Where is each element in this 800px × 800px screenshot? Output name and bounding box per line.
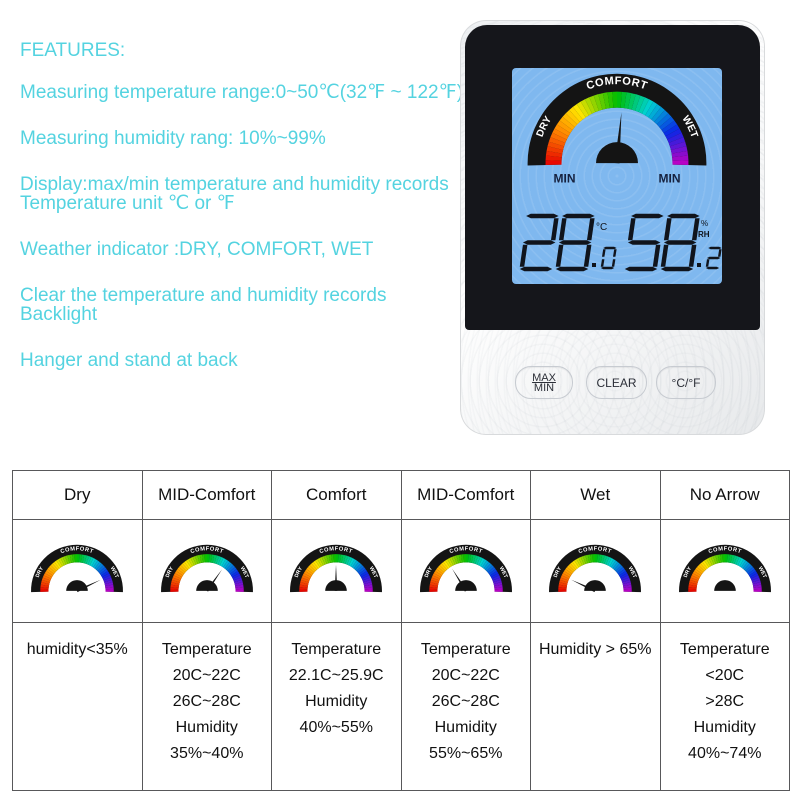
svg-text:%: % — [701, 219, 708, 228]
svg-text:MIN: MIN — [659, 171, 681, 185]
svg-text:MIN: MIN — [554, 171, 576, 185]
svg-text:RH: RH — [698, 230, 710, 239]
svg-text:°C: °C — [596, 222, 607, 233]
